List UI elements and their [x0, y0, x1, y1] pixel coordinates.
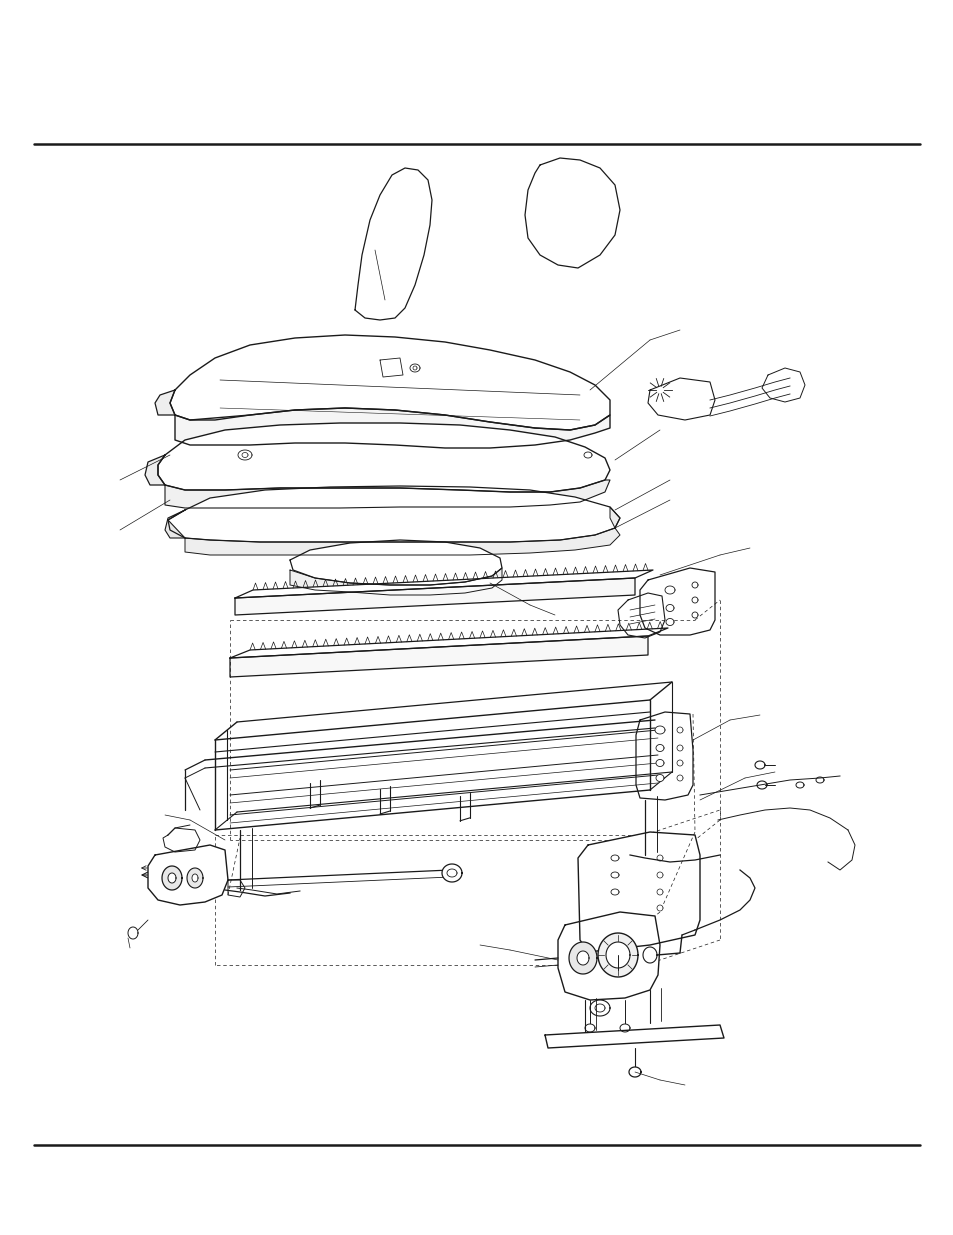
Polygon shape [290, 540, 501, 585]
Polygon shape [578, 832, 700, 952]
Polygon shape [355, 168, 432, 320]
Ellipse shape [656, 745, 663, 752]
Polygon shape [647, 378, 714, 420]
Ellipse shape [815, 777, 823, 783]
Polygon shape [228, 881, 245, 897]
Ellipse shape [162, 866, 182, 890]
Ellipse shape [568, 942, 597, 974]
Polygon shape [558, 911, 659, 1000]
Ellipse shape [642, 947, 657, 963]
Polygon shape [290, 568, 501, 595]
Ellipse shape [664, 585, 675, 594]
Ellipse shape [657, 855, 662, 861]
Polygon shape [154, 390, 174, 415]
Ellipse shape [657, 872, 662, 878]
Ellipse shape [605, 942, 629, 968]
Polygon shape [524, 158, 619, 268]
Polygon shape [230, 636, 647, 677]
Ellipse shape [187, 868, 203, 888]
Polygon shape [165, 510, 185, 538]
Ellipse shape [192, 874, 198, 882]
Ellipse shape [441, 864, 461, 882]
Ellipse shape [619, 1024, 629, 1032]
Ellipse shape [447, 869, 456, 877]
Ellipse shape [598, 932, 638, 977]
Polygon shape [168, 487, 619, 542]
Ellipse shape [795, 782, 803, 788]
Ellipse shape [677, 760, 682, 766]
Ellipse shape [655, 726, 664, 734]
Ellipse shape [691, 582, 698, 588]
Polygon shape [170, 335, 609, 430]
Ellipse shape [628, 1067, 640, 1077]
Polygon shape [145, 454, 165, 485]
Polygon shape [618, 593, 664, 638]
Ellipse shape [610, 855, 618, 861]
Polygon shape [230, 629, 667, 658]
Polygon shape [148, 845, 228, 905]
Ellipse shape [410, 364, 419, 372]
Ellipse shape [595, 1004, 604, 1011]
Ellipse shape [657, 889, 662, 895]
Polygon shape [174, 408, 609, 448]
Polygon shape [185, 508, 619, 555]
Ellipse shape [677, 745, 682, 751]
Ellipse shape [677, 727, 682, 734]
Ellipse shape [128, 927, 138, 939]
Ellipse shape [657, 905, 662, 911]
Ellipse shape [691, 597, 698, 603]
Ellipse shape [677, 776, 682, 781]
Ellipse shape [665, 619, 673, 625]
Ellipse shape [665, 604, 673, 611]
Ellipse shape [757, 781, 766, 789]
Ellipse shape [589, 1000, 609, 1016]
Polygon shape [165, 480, 609, 508]
Ellipse shape [577, 951, 588, 965]
Ellipse shape [610, 889, 618, 895]
Ellipse shape [413, 366, 416, 370]
Polygon shape [163, 827, 200, 852]
Polygon shape [158, 424, 609, 492]
Polygon shape [761, 368, 804, 403]
Ellipse shape [237, 450, 252, 459]
Polygon shape [639, 568, 714, 635]
Ellipse shape [584, 1024, 595, 1032]
Ellipse shape [754, 761, 764, 769]
Ellipse shape [656, 760, 663, 767]
Ellipse shape [656, 774, 663, 782]
Ellipse shape [583, 452, 592, 458]
Polygon shape [636, 713, 692, 800]
Polygon shape [234, 571, 652, 598]
Ellipse shape [610, 872, 618, 878]
Ellipse shape [168, 873, 175, 883]
Ellipse shape [242, 452, 248, 457]
Ellipse shape [691, 613, 698, 618]
Polygon shape [544, 1025, 723, 1049]
Polygon shape [234, 578, 635, 615]
